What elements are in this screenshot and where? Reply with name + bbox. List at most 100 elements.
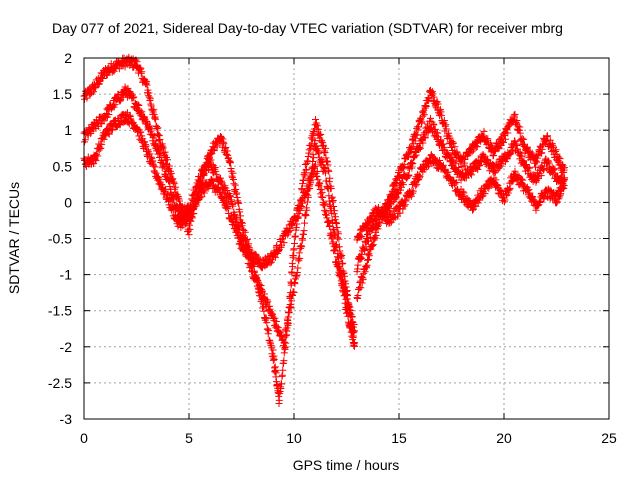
x-tick-label: 10 (286, 430, 302, 446)
data-point (409, 187, 417, 195)
data-point (366, 234, 374, 242)
data-point (296, 206, 304, 214)
data-point (368, 216, 376, 224)
data-point (272, 369, 280, 377)
data-point (302, 165, 310, 173)
data-point (299, 236, 307, 244)
data-point (400, 202, 408, 210)
series-track-3 (80, 109, 359, 336)
data-point (545, 159, 553, 167)
data-point (550, 166, 558, 174)
y-tick-label: 2 (64, 50, 72, 66)
data-point (357, 284, 365, 292)
data-point (455, 164, 463, 172)
data-point (143, 81, 151, 89)
data-point (186, 225, 194, 233)
data-point (427, 114, 434, 122)
y-tick-label: 0 (64, 194, 72, 210)
data-point (322, 169, 329, 177)
data-point (513, 117, 521, 125)
data-point (298, 243, 306, 251)
data-point (329, 238, 337, 246)
data-point (412, 182, 420, 190)
data-point (326, 222, 334, 230)
data-point (303, 206, 311, 214)
y-tick-label: 0.5 (53, 158, 73, 174)
data-point (405, 171, 413, 179)
y-tick-label: -3 (60, 411, 73, 427)
y-axis-title: SDTVAR / TECUs (6, 182, 22, 294)
data-point (207, 156, 215, 164)
data-point (185, 211, 193, 219)
data-point (415, 123, 423, 131)
data-point (213, 142, 221, 150)
y-tick-label: 1 (64, 122, 72, 138)
data-point (281, 333, 289, 341)
data-point (420, 111, 428, 119)
data-point (346, 303, 354, 311)
data-point (210, 177, 218, 185)
data-point (391, 194, 399, 202)
data-point (328, 233, 336, 241)
data-point (396, 209, 404, 217)
data-point (400, 160, 408, 168)
data-point (97, 145, 105, 153)
data-point (154, 142, 161, 150)
plot-frame (83, 57, 610, 420)
data-point (449, 139, 457, 147)
data-point (537, 172, 545, 180)
data-point (329, 196, 337, 204)
data-point (149, 134, 157, 142)
data-point (190, 205, 198, 213)
x-tick-label: 5 (185, 430, 193, 446)
data-point (552, 146, 560, 154)
data-point (278, 380, 286, 388)
data-point (298, 202, 306, 210)
y-tick-label: -0.5 (48, 231, 72, 247)
data-point (317, 131, 325, 139)
data-point (359, 276, 367, 284)
data-point (235, 229, 243, 237)
data-point (172, 183, 180, 191)
data-point (284, 319, 292, 327)
data-point (339, 277, 347, 285)
data-point (233, 214, 241, 222)
data-point (442, 125, 450, 133)
data-point (240, 227, 248, 235)
data-point (265, 327, 273, 335)
data-point (156, 149, 164, 157)
data-point (111, 101, 119, 109)
y-tick-label: 1.5 (53, 86, 73, 102)
data-point (130, 93, 138, 101)
data-point (242, 242, 250, 250)
data-point (511, 110, 519, 118)
data-point (170, 205, 178, 213)
data-point (98, 140, 106, 148)
data-point (339, 259, 347, 267)
data-point (288, 297, 296, 305)
data-point (309, 157, 317, 165)
data-point (491, 168, 499, 176)
data-point (154, 124, 162, 132)
data-point (289, 263, 297, 271)
data-point (165, 162, 173, 170)
data-point (290, 240, 298, 248)
data-point (291, 232, 299, 240)
data-point (167, 197, 175, 205)
data-point (286, 226, 294, 234)
data-point (516, 123, 524, 131)
data-point (146, 150, 154, 158)
data-point (280, 239, 288, 247)
data-point (370, 224, 378, 232)
data-point (334, 262, 342, 270)
data-point (237, 238, 245, 246)
data-point (516, 129, 524, 137)
data-point (440, 116, 448, 124)
data-point (336, 266, 344, 274)
data-point (294, 264, 302, 272)
data-point (280, 357, 288, 365)
data-point (354, 291, 362, 299)
data-point (313, 122, 321, 130)
data-point (170, 192, 178, 200)
